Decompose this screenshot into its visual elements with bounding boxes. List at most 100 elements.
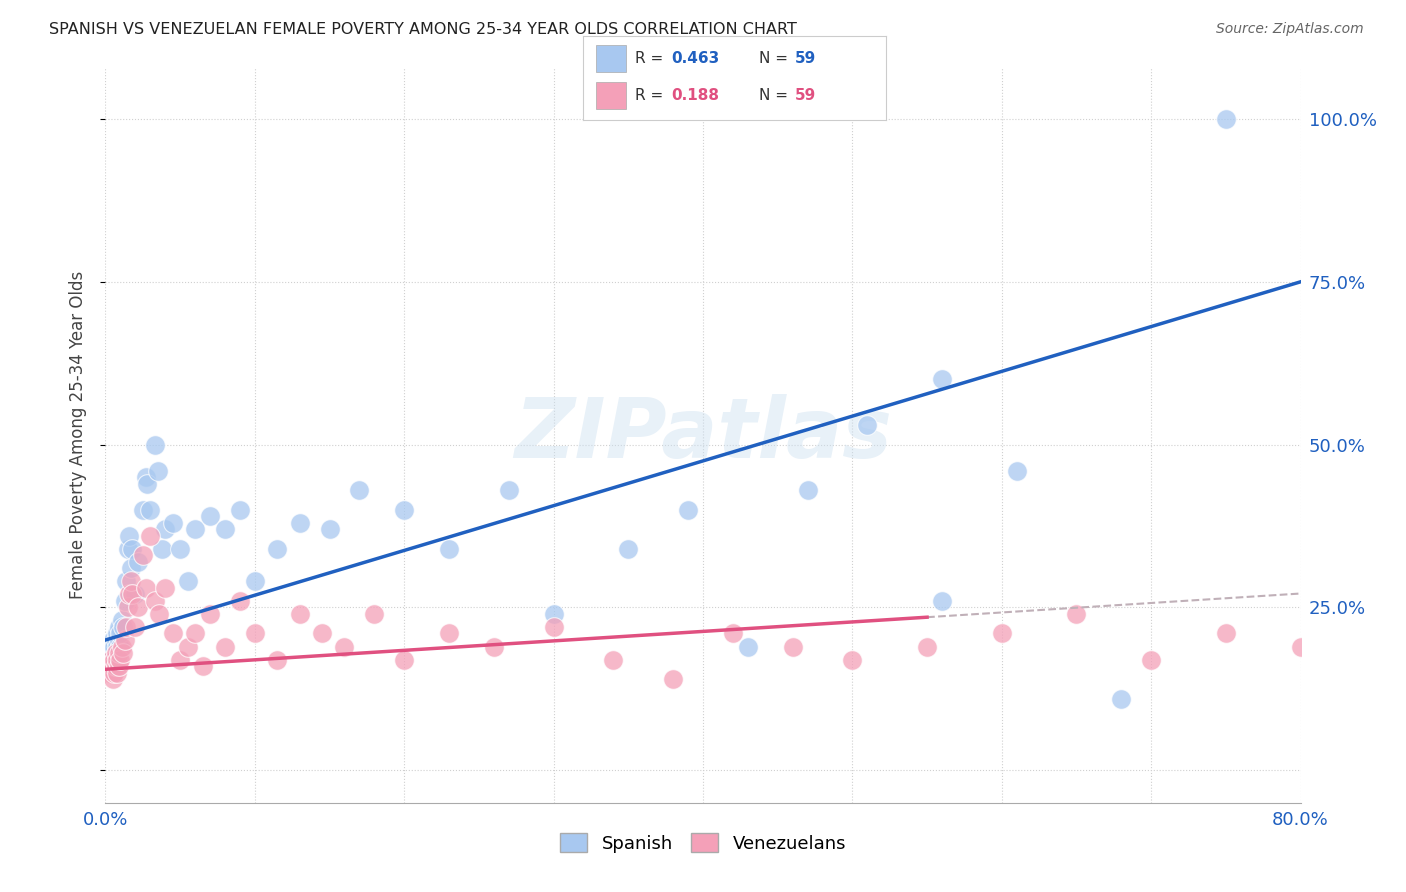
Point	[363, 607, 385, 621]
Point	[1215, 112, 1237, 126]
Point	[135, 470, 157, 484]
Point	[1289, 640, 1312, 654]
Point	[139, 529, 162, 543]
Point	[191, 659, 214, 673]
Point	[349, 483, 371, 498]
Point	[198, 509, 221, 524]
Text: N =: N =	[759, 88, 793, 103]
Point	[150, 541, 173, 556]
Point	[617, 541, 640, 556]
Point	[662, 672, 685, 686]
Point	[602, 652, 624, 666]
Point	[229, 594, 252, 608]
Point	[676, 502, 699, 516]
Point	[931, 594, 953, 608]
Text: N =: N =	[759, 51, 793, 66]
Point	[101, 659, 124, 673]
Point	[229, 502, 252, 516]
Point	[176, 574, 198, 589]
Point	[103, 652, 125, 666]
Point	[132, 502, 155, 516]
Point	[124, 587, 146, 601]
Point	[127, 600, 149, 615]
Point	[1066, 607, 1088, 621]
Point	[169, 652, 191, 666]
FancyBboxPatch shape	[596, 82, 626, 110]
Point	[112, 620, 135, 634]
Point	[101, 646, 124, 660]
Point	[121, 587, 143, 601]
Point	[115, 574, 138, 589]
Point	[118, 529, 141, 543]
Point	[243, 574, 266, 589]
Point	[135, 581, 157, 595]
Point	[111, 614, 134, 628]
Point	[931, 372, 953, 386]
Point	[243, 626, 266, 640]
Point	[796, 483, 818, 498]
Point	[132, 549, 155, 563]
Point	[437, 626, 460, 640]
Point	[266, 652, 288, 666]
Point	[115, 620, 138, 634]
Point	[108, 659, 131, 673]
Point	[108, 632, 131, 647]
Point	[107, 640, 129, 654]
Point	[98, 665, 121, 680]
Text: 0.463: 0.463	[671, 51, 720, 66]
Text: R =: R =	[636, 88, 668, 103]
Point	[169, 541, 191, 556]
Text: R =: R =	[636, 51, 668, 66]
Point	[107, 626, 129, 640]
Point	[97, 659, 120, 673]
Point	[1140, 652, 1163, 666]
Point	[498, 483, 520, 498]
Point	[184, 626, 207, 640]
Point	[114, 632, 136, 647]
Point	[1005, 464, 1028, 478]
Point	[108, 620, 131, 634]
Text: 59: 59	[796, 51, 817, 66]
Point	[103, 652, 125, 666]
Point	[184, 522, 207, 536]
Text: 0.188: 0.188	[671, 88, 718, 103]
Point	[101, 672, 124, 686]
Text: 59: 59	[796, 88, 817, 103]
Point	[107, 652, 129, 666]
Text: Source: ZipAtlas.com: Source: ZipAtlas.com	[1216, 22, 1364, 37]
Point	[737, 640, 759, 654]
Point	[112, 646, 135, 660]
Point	[136, 476, 159, 491]
Point	[103, 665, 125, 680]
Point	[176, 640, 198, 654]
Point	[162, 516, 184, 530]
Point	[162, 626, 184, 640]
Point	[124, 620, 146, 634]
Point	[120, 561, 142, 575]
Point	[214, 522, 236, 536]
Point	[104, 646, 127, 660]
Point	[721, 626, 744, 640]
Point	[214, 640, 236, 654]
Legend: Spanish, Venezuelans: Spanish, Venezuelans	[553, 826, 853, 860]
Point	[394, 652, 416, 666]
Point	[110, 626, 132, 640]
Point	[543, 607, 565, 621]
Point	[311, 626, 333, 640]
Point	[139, 502, 162, 516]
Point	[101, 632, 124, 647]
Point	[543, 620, 565, 634]
Point	[288, 607, 311, 621]
Point	[482, 640, 505, 654]
Point	[117, 600, 139, 615]
Point	[990, 626, 1012, 640]
Point	[155, 581, 177, 595]
Point	[97, 652, 120, 666]
Point	[318, 522, 340, 536]
Point	[148, 607, 170, 621]
Point	[155, 522, 177, 536]
Point	[110, 640, 132, 654]
Point	[266, 541, 288, 556]
Point	[143, 594, 166, 608]
Point	[1111, 691, 1133, 706]
